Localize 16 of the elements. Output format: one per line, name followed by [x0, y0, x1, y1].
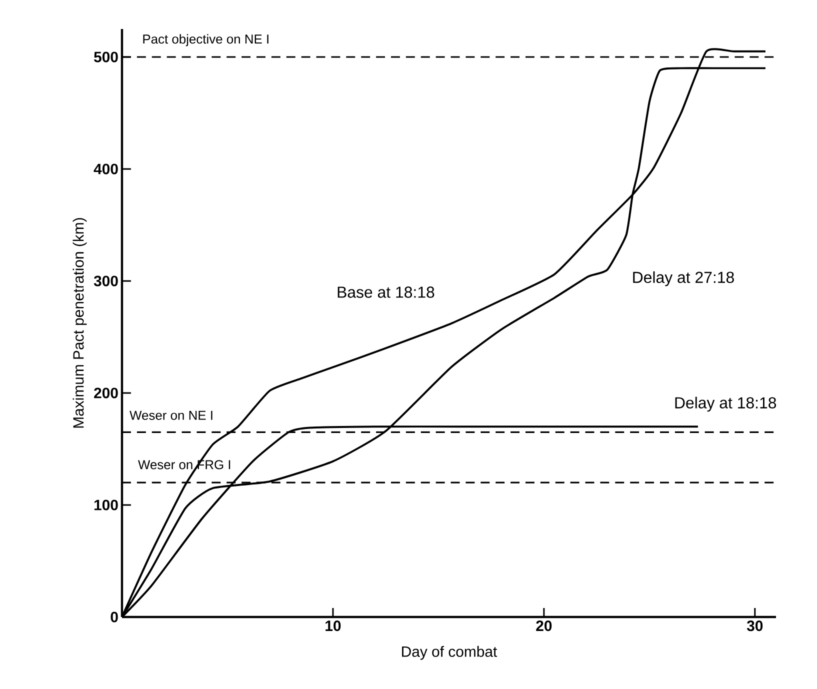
x-tick-label: 20	[536, 620, 552, 632]
y-tick-label: 100	[94, 500, 118, 510]
series-label: Base at 18:18	[338, 286, 434, 298]
ref-line-label: Weser on NE I	[130, 410, 212, 420]
x-tick-label: 30	[746, 620, 763, 632]
y-tick-label: 500	[94, 52, 118, 62]
y-tick-label: 200	[94, 388, 118, 398]
series-label: Delay at 27:18	[633, 271, 734, 286]
x-axis-title: Day of combat	[402, 646, 498, 660]
y-axis-title: Maximum Pact penetration (km)	[72, 218, 87, 428]
ref-line-label: Pact objective on NE I	[143, 34, 268, 46]
x-tick-label: 10	[326, 620, 341, 632]
y-tick-label: 0	[110, 612, 118, 622]
y-tick-label: 400	[94, 164, 118, 174]
series-label: Delay at 18:18	[675, 396, 776, 412]
y-tick-label: 300	[94, 276, 118, 286]
